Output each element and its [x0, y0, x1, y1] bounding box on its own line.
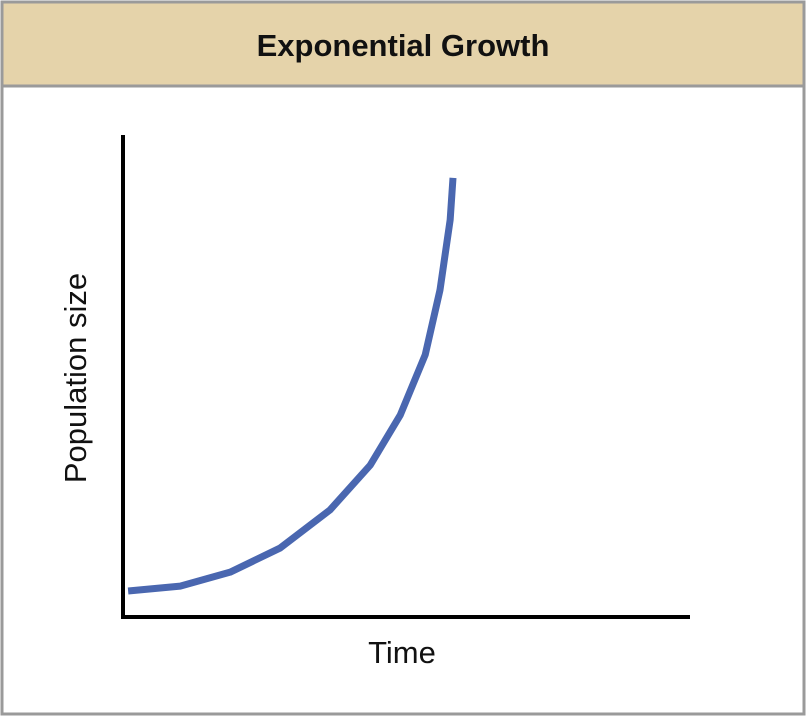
line [127, 177, 457, 595]
x-axis-label: Time [368, 635, 436, 670]
header [0, 0, 806, 88]
y-axis-label: Population size [58, 273, 93, 483]
chart-title: Exponential Growth [257, 28, 550, 63]
